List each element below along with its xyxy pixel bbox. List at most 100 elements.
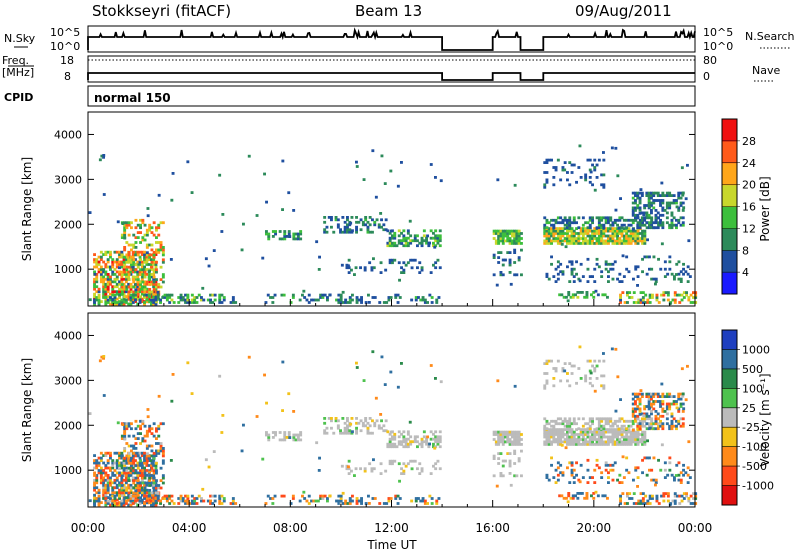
heatmap-cell	[579, 377, 583, 380]
heatmap-cell	[579, 443, 583, 446]
heatmap-cell	[113, 502, 117, 505]
date-title: 09/Aug/2011	[575, 2, 672, 20]
heatmap-cell	[570, 270, 574, 274]
heatmap-cell	[520, 438, 523, 441]
heatmap-cell	[629, 440, 633, 444]
heatmap-cell	[123, 248, 127, 252]
heatmap-cell	[622, 239, 626, 243]
heatmap-cell	[520, 273, 523, 277]
heatmap-cell	[102, 155, 105, 159]
heatmap-cell	[177, 502, 181, 505]
heatmap-cell	[607, 227, 610, 230]
heatmap-cell	[597, 218, 601, 222]
heatmap-cell	[570, 239, 574, 243]
heatmap-cell	[602, 234, 606, 238]
heatmap-cell	[326, 296, 329, 299]
heatmap-cell	[152, 298, 156, 302]
heatmap-cell	[643, 242, 647, 245]
heatmap-cell	[344, 301, 348, 304]
colorbar-swatch	[722, 228, 737, 251]
heatmap-cell	[161, 221, 165, 225]
heatmap-cell	[627, 227, 631, 230]
heatmap-cell	[93, 493, 96, 497]
heatmap-cell	[393, 258, 397, 262]
heatmap-cell	[420, 236, 424, 240]
heatmap-cell	[406, 437, 410, 441]
heatmap-cell	[113, 491, 117, 495]
power-heatmap-cells	[88, 144, 698, 306]
heatmap-cell	[124, 275, 128, 279]
heatmap-cell	[641, 443, 644, 446]
heatmap-cell	[636, 405, 640, 408]
heatmap-cell	[420, 244, 424, 248]
heatmap-cell	[641, 237, 644, 240]
heatmap-cell	[118, 456, 121, 460]
heatmap-cell	[354, 266, 358, 270]
heatmap-cell	[586, 257, 590, 261]
heatmap-cell	[634, 265, 638, 269]
heatmap-cell	[618, 473, 622, 477]
heatmap-cell	[422, 229, 426, 233]
heatmap-cell	[638, 232, 642, 235]
heatmap-cell	[197, 293, 201, 297]
heatmap-cell	[420, 442, 424, 446]
heatmap-cell	[339, 429, 342, 433]
heatmap-cell	[638, 237, 642, 240]
heatmap-cell	[568, 461, 572, 465]
heatmap-cell	[648, 205, 652, 209]
heatmap-cell	[267, 433, 271, 437]
heatmap-cell	[510, 234, 514, 238]
heatmap-cell	[545, 359, 549, 363]
heatmap-cell	[102, 471, 106, 475]
heatmap-cell	[134, 288, 138, 292]
heatmap-cell	[388, 432, 392, 436]
heatmap-cell	[301, 494, 304, 498]
heatmap-cell	[136, 236, 140, 239]
heatmap-cell	[670, 395, 674, 398]
heatmap-cell	[436, 440, 440, 444]
heatmap-cell	[432, 263, 435, 267]
heatmap-cell	[684, 270, 688, 274]
heatmap-cell	[347, 271, 351, 274]
heatmap-cell	[547, 428, 551, 431]
heatmap-cell	[140, 464, 144, 467]
heatmap-cell	[654, 483, 657, 487]
heatmap-cell	[420, 437, 424, 441]
heatmap-cell	[148, 295, 152, 299]
heatmap-cell	[681, 193, 685, 197]
heatmap-cell	[609, 419, 613, 423]
heatmap-cell	[501, 435, 505, 439]
heatmap-cell	[269, 497, 272, 500]
heatmap-cell	[556, 221, 560, 225]
heatmap-cell	[604, 440, 608, 444]
heatmap-cell	[604, 260, 608, 264]
heatmap-cell	[577, 427, 581, 431]
heatmap-cell	[685, 492, 688, 495]
heatmap-cell	[143, 486, 147, 490]
heatmap-cell	[177, 497, 181, 500]
heatmap-cell	[145, 251, 149, 255]
heatmap-cell	[420, 440, 424, 444]
heatmap-cell	[115, 250, 119, 254]
heatmap-cell	[150, 292, 153, 296]
heatmap-cell	[588, 176, 592, 179]
heatmap-cell	[677, 196, 681, 200]
heatmap-cell	[591, 417, 594, 421]
heatmap-cell	[184, 494, 187, 498]
heatmap-cell	[513, 232, 517, 235]
heatmap-cell	[509, 483, 513, 487]
heatmap-cell	[125, 285, 129, 289]
heatmap-cell	[561, 221, 565, 225]
heatmap-cell	[593, 237, 597, 240]
heatmap-cell	[336, 424, 340, 428]
heatmap-cell	[425, 241, 428, 245]
heatmap-cell	[113, 503, 117, 507]
heatmap-cell	[98, 158, 102, 162]
heatmap-cell	[154, 298, 158, 302]
heatmap-cell	[102, 355, 106, 358]
heatmap-cell	[122, 498, 126, 502]
heatmap-cell	[152, 503, 156, 507]
heatmap-cell	[675, 463, 679, 467]
heatmap-cell	[692, 497, 695, 500]
heatmap-cell	[156, 290, 160, 294]
